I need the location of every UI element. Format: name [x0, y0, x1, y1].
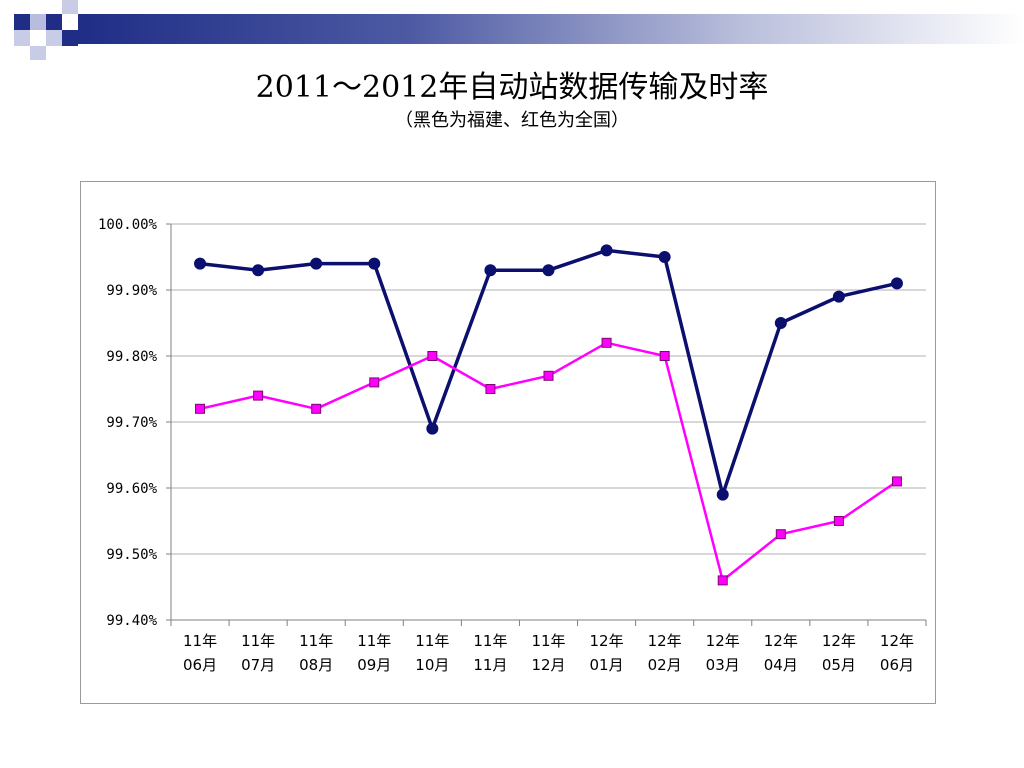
data-point [832, 290, 845, 303]
x-tick-label: 06月 [880, 656, 914, 674]
x-tick-label: 03月 [706, 656, 740, 674]
deco-square [62, 0, 78, 14]
line-chart: 99.40% 99.50% 99.60% 99.70% 99.80% 99.90% 100.… [98, 217, 927, 674]
data-point [890, 277, 903, 290]
x-tick-label: 04月 [764, 656, 798, 674]
deco-square [46, 30, 62, 46]
data-point [600, 244, 613, 257]
x-tick-label: 11年 [357, 632, 391, 650]
x-tick-label: 11年 [299, 632, 333, 650]
data-point [658, 251, 671, 263]
x-tick-label: 10月 [415, 656, 449, 674]
deco-square [14, 30, 30, 46]
y-tick-label: 99.50% [106, 547, 157, 563]
y-tick-label: 99.40% [106, 613, 157, 629]
deco-square [14, 14, 30, 30]
x-tick-label: 12月 [531, 656, 565, 674]
chart-frame: 99.40% 99.50% 99.60% 99.70% 99.80% 99.90% 100.… [80, 181, 936, 704]
x-tick-label: 09月 [357, 656, 391, 674]
data-point [310, 257, 323, 270]
x-tick-label: 12年 [880, 632, 914, 650]
x-tick-label: 01月 [590, 656, 624, 674]
data-point [194, 257, 207, 270]
header-decoration [0, 0, 1024, 60]
data-point [427, 351, 438, 361]
x-tick-label: 02月 [648, 656, 682, 674]
x-tick-label: 08月 [299, 656, 333, 674]
deco-square [30, 46, 46, 60]
data-point [542, 264, 555, 277]
data-point [543, 370, 554, 381]
x-tick-label: 05月 [822, 656, 856, 674]
header-gradient-bar [78, 14, 1024, 44]
x-tick-label: 12年 [822, 632, 856, 650]
x-tick-label: 11年 [183, 632, 217, 650]
data-point [368, 257, 381, 270]
x-tick-label: 07月 [241, 656, 275, 674]
y-tick-label: 99.70% [106, 415, 157, 431]
data-point [484, 264, 497, 277]
deco-square [30, 14, 46, 30]
x-tick-label: 11年 [531, 632, 565, 650]
data-point [369, 377, 380, 388]
slide-subtitle: （黑色为福建、红色为全国） [395, 110, 629, 131]
data-point [659, 351, 670, 361]
data-point [311, 403, 322, 414]
x-tick-label: 12年 [590, 632, 624, 650]
x-tick-label: 12年 [648, 632, 682, 650]
data-point [833, 516, 844, 526]
data-point [891, 476, 902, 487]
slide-title: 2011～2012年自动站数据传输及时率 [255, 70, 769, 105]
data-point [195, 403, 206, 414]
x-tick-label: 11年 [241, 632, 275, 650]
data-point [601, 337, 612, 348]
data-point [426, 422, 439, 435]
deco-square [62, 30, 78, 46]
data-point [717, 575, 728, 586]
y-tick-label: 100.00% [98, 217, 158, 233]
x-tick-label: 11年 [415, 632, 449, 650]
y-tick-label: 99.90% [106, 283, 157, 299]
data-point [775, 529, 786, 540]
deco-square [46, 14, 62, 30]
x-tick-label: 12年 [764, 632, 798, 650]
y-tick-label: 99.80% [106, 349, 157, 365]
data-point [485, 384, 496, 394]
y-tick-label: 99.60% [106, 481, 157, 497]
x-tick-label: 11年 [473, 632, 507, 650]
data-point [252, 264, 265, 277]
data-point [716, 488, 729, 501]
data-point [253, 390, 264, 401]
data-point [774, 317, 787, 329]
x-tick-label: 11月 [473, 656, 507, 674]
x-tick-label: 06月 [183, 656, 217, 674]
x-tick-label: 12年 [706, 632, 740, 650]
